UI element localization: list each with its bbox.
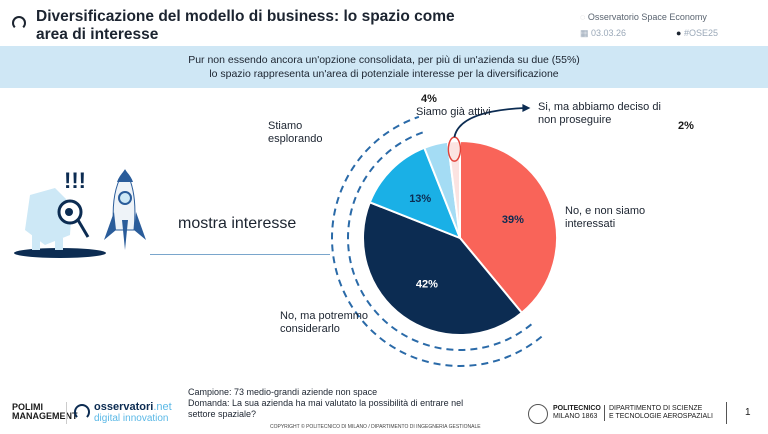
- connector-line: [150, 254, 330, 255]
- svg-text:!!!: !!!: [64, 168, 86, 193]
- observatory-name: Osservatorio Space Economy: [587, 12, 707, 22]
- politecnico-logo: POLITECNICO MILANO 1863: [553, 405, 601, 420]
- osservatori-logo: osservatori.net digital innovation: [94, 401, 172, 425]
- banner-line-2: lo spazio rappresenta un'area di potenzi…: [209, 68, 559, 80]
- slice-value-label-2: 13%: [409, 193, 431, 205]
- header-logo-icon: [12, 16, 26, 30]
- calendar-icon: ▦: [580, 28, 592, 38]
- mascot-icon: !!!: [14, 168, 106, 258]
- label-active: Siamo già attivi: [416, 106, 491, 118]
- polimi-logo: POLIMI MANAGEMENT: [12, 403, 78, 421]
- divider: [726, 402, 727, 424]
- pie-slice-4: [446, 139, 461, 239]
- divider: [66, 402, 67, 424]
- side-label: mostra interesse: [178, 215, 297, 232]
- rocket-icon: [104, 169, 146, 250]
- pie-slice-0: [459, 139, 558, 315]
- label-not-interested: No, e non siamo interessati: [565, 205, 646, 230]
- slice-value-label-1: 42%: [416, 279, 438, 291]
- arrow-head-icon: [522, 104, 531, 112]
- label-exploring: Stiamo esplorando: [268, 120, 323, 145]
- highlight-ellipse: [447, 136, 462, 162]
- copyright: COPYRIGHT © POLITECNICO DI MILANO / DIPA…: [270, 424, 481, 430]
- osservatori-logo-icon: [74, 404, 90, 420]
- x-logo-icon: ●: [676, 28, 684, 38]
- hashtag-label: ● #OSE25: [676, 28, 718, 38]
- pie-chart: 39% 42% 13%: [331, 104, 558, 367]
- observatory-label: ◌ Osservatorio Space Economy: [580, 12, 707, 22]
- slice-value-label-0: 39%: [502, 214, 524, 226]
- department-logo: DIPARTIMENTO DI SCIENZE E TECNOLOGIE AERO…: [604, 405, 713, 421]
- pie-slice-1: [362, 200, 524, 336]
- label-may-consider: No, ma potremmo considerarlo: [280, 310, 369, 335]
- label-discontinued: Si, ma abbiamo deciso di non proseguire: [538, 101, 661, 126]
- interest-dashed-arc-inner: [346, 130, 533, 351]
- highlight-banner: Pur non essendo ancora un'opzione consol…: [0, 46, 768, 88]
- pct-active: 4%: [421, 93, 437, 105]
- page-number: 1: [745, 407, 751, 418]
- page-title: Diversificazione del modello di business…: [36, 8, 455, 43]
- politecnico-seal-icon: [528, 404, 548, 424]
- hashtag: #OSE25: [683, 28, 718, 38]
- observatory-icon: ◌: [580, 12, 588, 22]
- pie-slice-2: [368, 146, 462, 240]
- banner-line-1: Pur non essendo ancora un'opzione consol…: [188, 54, 580, 66]
- question-note: Domanda: La sua azienda ha mai valutato …: [188, 398, 464, 419]
- callout-arrow: [453, 107, 525, 138]
- sample-note: Campione: 73 medio-grandi aziende non sp…: [188, 387, 378, 397]
- date: 03.03.26: [591, 28, 627, 38]
- polimi-logo-text: POLIMI MANAGEMENT: [12, 402, 78, 421]
- pct-discontinued: 2%: [678, 120, 694, 132]
- date-label: ▦ 03.03.26: [580, 28, 626, 39]
- illustration: !!!: [14, 168, 146, 258]
